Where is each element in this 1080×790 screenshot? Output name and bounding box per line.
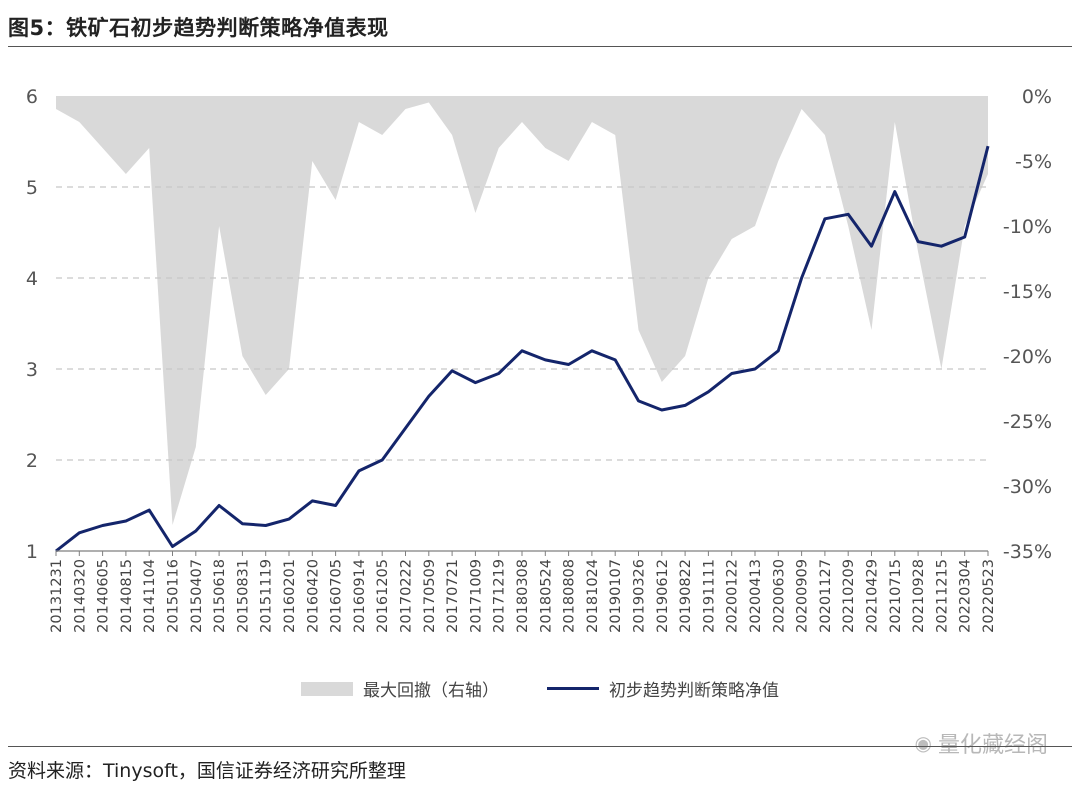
x-tick-label: 20141104 — [142, 559, 158, 633]
x-tick-label: 20161205 — [375, 559, 391, 633]
x-tick-label: 20140815 — [119, 559, 135, 633]
x-tick-label: 20140605 — [96, 559, 112, 633]
legend-swatch-area — [301, 681, 353, 696]
y-right-tick-label: 0% — [1022, 86, 1052, 108]
x-tick-label: 20180308 — [515, 559, 531, 633]
drawdown-area — [56, 96, 988, 525]
x-tick-label: 20150831 — [235, 559, 251, 633]
y-right-tick-label: -25% — [1003, 411, 1052, 433]
nav-line — [55, 145, 990, 553]
y-right-tick-label: -10% — [1003, 216, 1052, 238]
drawdown-area-group — [56, 96, 988, 525]
x-tick-label: 20160201 — [282, 559, 298, 633]
watermark-text: 量化藏经阁 — [937, 733, 1048, 758]
x-tick-label: 20180524 — [538, 559, 554, 633]
legend: 最大回撤（右轴） 初步趋势判断策略净值 — [0, 676, 1080, 701]
x-tick-label: 20140320 — [72, 559, 88, 633]
x-tick-label: 20151119 — [259, 559, 275, 633]
x-tick-label: 20170222 — [399, 559, 415, 633]
x-tick-label: 20160420 — [305, 559, 321, 633]
x-tick-label: 20190822 — [678, 559, 694, 633]
y-left-tick-label: 6 — [26, 86, 38, 108]
x-tick-label: 20150116 — [166, 559, 182, 633]
x-tick-label: 20180808 — [562, 559, 578, 633]
x-tick-label: 20150618 — [212, 559, 228, 633]
x-tick-label: 20190612 — [655, 559, 671, 633]
legend-label-drawdown: 最大回撤（右轴） — [363, 681, 499, 701]
watermark: ◉ 量化藏经阁 — [915, 727, 1048, 759]
nav-line-group — [55, 145, 990, 553]
x-tick-label: 20131231 — [49, 559, 65, 633]
axes-group: 1 2 3 4 5 6 0% -5% -10% -15% -20% -25% -30% -35% 20131… — [26, 86, 1052, 633]
x-tick-label: 20170721 — [445, 559, 461, 633]
grid-group — [56, 186, 988, 461]
x-tick-label: 20200413 — [748, 559, 764, 633]
y-left-tick-label: 5 — [26, 177, 38, 199]
x-tick-label: 20200630 — [771, 559, 787, 633]
x-tick-label: 20211215 — [934, 559, 950, 633]
y-right-tick-label: -20% — [1003, 346, 1052, 368]
x-tick-label: 20170509 — [422, 559, 438, 633]
legend-swatch-line — [547, 687, 599, 690]
x-tick-label: 20200122 — [725, 559, 741, 633]
x-tick-label: 20210715 — [888, 559, 904, 633]
y-left-tick-label: 1 — [26, 541, 38, 563]
x-tick-label: 20220304 — [958, 559, 974, 633]
x-tick-label: 20210209 — [841, 559, 857, 633]
y-left-tick-label: 4 — [26, 268, 38, 290]
y-right-tick-label: -30% — [1003, 476, 1052, 498]
x-tick-label: 20220523 — [981, 559, 997, 633]
x-tick-label: 20181024 — [585, 559, 601, 633]
legend-item-nav: 初步趋势判断策略净值 — [547, 676, 779, 701]
x-tick-label: 20210928 — [911, 559, 927, 633]
x-tick-label: 20171219 — [492, 559, 508, 633]
wechat-icon: ◉ — [914, 731, 932, 755]
top-rule — [8, 46, 1072, 47]
x-tick-label: 20150407 — [189, 559, 205, 633]
x-tick-label: 20210429 — [865, 559, 881, 633]
legend-item-drawdown: 最大回撤（右轴） — [301, 676, 499, 701]
y-left-tick-label: 3 — [26, 359, 38, 381]
y-right-tick-label: -5% — [1015, 151, 1052, 173]
x-tick-label: 20190326 — [632, 559, 648, 633]
x-tick-label: 20171009 — [468, 559, 484, 633]
x-tick-label: 20160705 — [329, 559, 345, 633]
y-right-tick-label: -15% — [1003, 281, 1052, 303]
x-tick-label: 20191111 — [701, 559, 717, 633]
x-tick-label: 20200909 — [795, 559, 811, 633]
x-tick-label: 20160914 — [352, 559, 368, 633]
source-note: 资料来源：Tinysoft，国信证券经济研究所整理 — [8, 760, 406, 782]
legend-label-nav: 初步趋势判断策略净值 — [609, 681, 779, 701]
y-left-tick-label: 2 — [26, 450, 38, 472]
x-tick-label: 20201127 — [818, 559, 834, 633]
x-tick-label: 20190107 — [608, 559, 624, 633]
figure-title: 图5：铁矿石初步趋势判断策略净值表现 — [8, 16, 389, 40]
y-right-tick-label: -35% — [1003, 541, 1052, 563]
bottom-rule — [8, 746, 1072, 747]
